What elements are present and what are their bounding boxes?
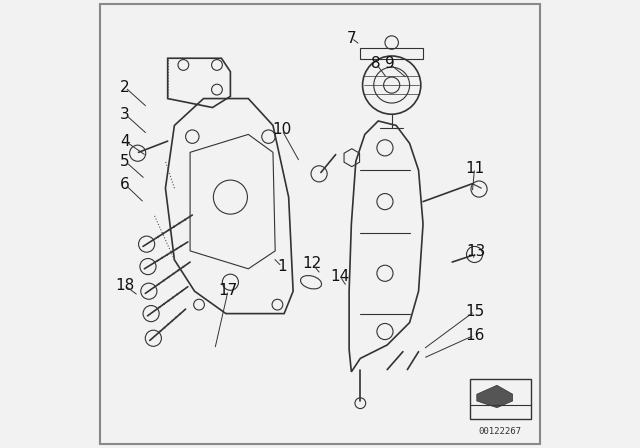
Text: 6: 6: [120, 177, 130, 192]
Polygon shape: [477, 385, 513, 408]
Text: 3: 3: [120, 107, 130, 122]
Text: 1: 1: [277, 259, 287, 274]
Text: 8: 8: [371, 56, 381, 71]
Text: 4: 4: [120, 134, 130, 149]
Text: 00122267: 00122267: [479, 427, 522, 436]
Text: 18: 18: [115, 278, 135, 293]
Bar: [360, 48, 423, 59]
Text: 14: 14: [330, 269, 350, 284]
Text: 9: 9: [385, 56, 394, 71]
Text: 7: 7: [346, 30, 356, 46]
Text: 17: 17: [218, 283, 238, 298]
Text: 12: 12: [302, 256, 321, 271]
Text: 11: 11: [465, 160, 484, 176]
Text: 5: 5: [120, 154, 130, 169]
Text: 2: 2: [120, 80, 130, 95]
Text: 16: 16: [465, 327, 484, 343]
Text: 15: 15: [465, 304, 484, 319]
Text: 13: 13: [466, 244, 486, 259]
Bar: [470, 379, 531, 419]
Text: 10: 10: [272, 122, 292, 138]
